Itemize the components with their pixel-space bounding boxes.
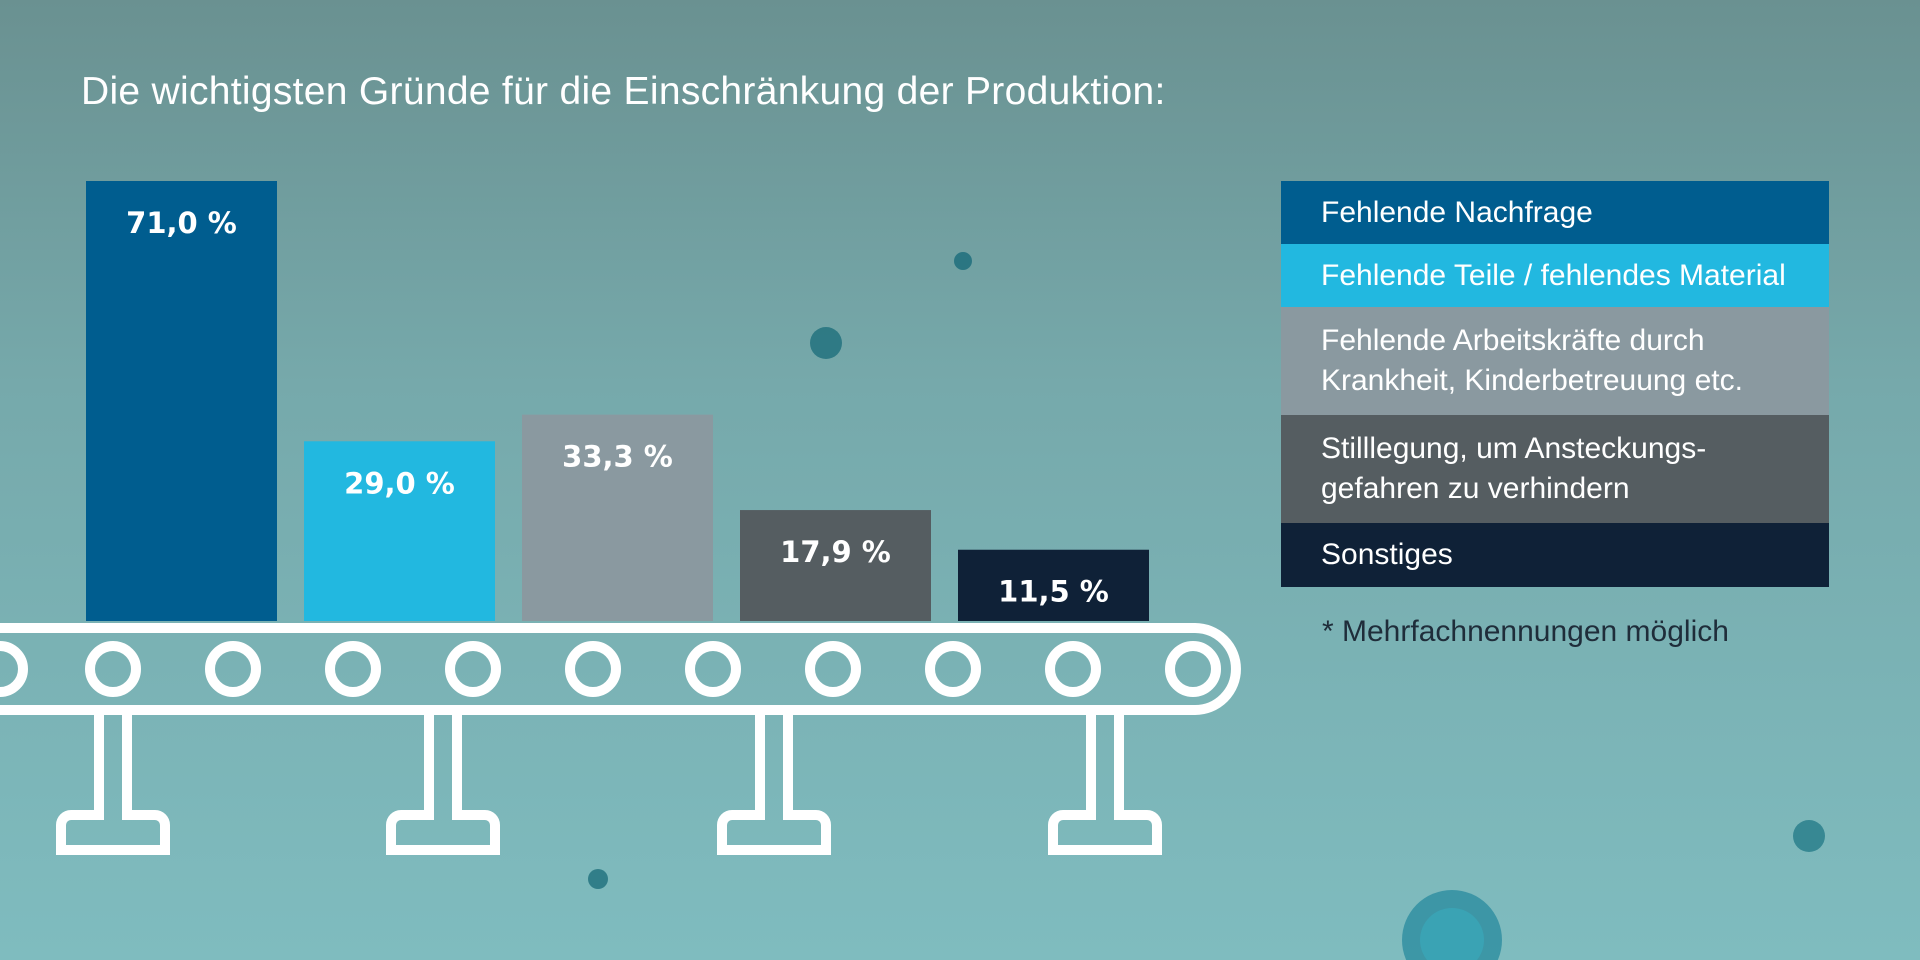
bar (740, 510, 931, 621)
conveyor-leg (1048, 715, 1162, 855)
conveyor-roller (925, 641, 981, 697)
legend-item: Fehlende Teile / fehlendes Material (1281, 244, 1829, 307)
bar-value-label: 71,0 % (126, 206, 237, 240)
legend-item-label: Stilllegung, um Ansteckungs-gefahren zu … (1321, 432, 1707, 505)
bar (958, 549, 1149, 621)
legend-item-label: Fehlende Teile / fehlendes Material (1321, 258, 1786, 292)
conveyor-roller (805, 641, 861, 697)
virus-decoration (588, 252, 1825, 960)
legend: Fehlende Nachfrage Fehlende Teile / fehle… (1281, 181, 1829, 587)
footnote: * Mehrfachnennungen möglich (1322, 615, 1729, 648)
legend-item-label: Sonstiges (1321, 538, 1453, 571)
conveyor-roller (1045, 641, 1101, 697)
legend-item: Fehlende Nachfrage (1281, 181, 1829, 244)
bar-value-label: 17,9 % (780, 535, 891, 569)
conveyor-roller (1165, 641, 1221, 697)
conveyor-roller (85, 641, 141, 697)
conveyor-leg (56, 715, 170, 855)
conveyor-roller (325, 641, 381, 697)
conveyor-roller (445, 641, 501, 697)
legend-item-label: Fehlende Nachfrage (1321, 195, 1593, 229)
conveyor-roller (565, 641, 621, 697)
bar (522, 414, 713, 621)
bar-value-label: 33,3 % (562, 440, 673, 474)
legend-item-label: Fehlende Arbeitskräfte durch Krankheit, … (1321, 324, 1743, 397)
legend-item: Stilllegung, um Ansteckungs-gefahren zu … (1281, 415, 1829, 523)
legend-item: Sonstiges (1281, 523, 1829, 587)
conveyor-roller (0, 641, 28, 697)
bar-value-label: 11,5 % (998, 575, 1109, 609)
conveyor-belt (0, 623, 1241, 855)
conveyor-leg (717, 715, 831, 855)
bar (304, 441, 495, 621)
bar-group: 71,0 % 29,0 % 33,3 % 17,9 % 11,5 % (86, 181, 1149, 621)
legend-item: Fehlende Arbeitskräfte durch Krankheit, … (1281, 307, 1829, 415)
bar (86, 181, 277, 621)
conveyor-roller (205, 641, 261, 697)
bar-value-label: 29,0 % (344, 466, 455, 500)
chart-title: Die wichtigsten Gründe für die Einschrän… (81, 70, 1166, 113)
conveyor-leg (386, 715, 500, 855)
conveyor-roller (685, 641, 741, 697)
